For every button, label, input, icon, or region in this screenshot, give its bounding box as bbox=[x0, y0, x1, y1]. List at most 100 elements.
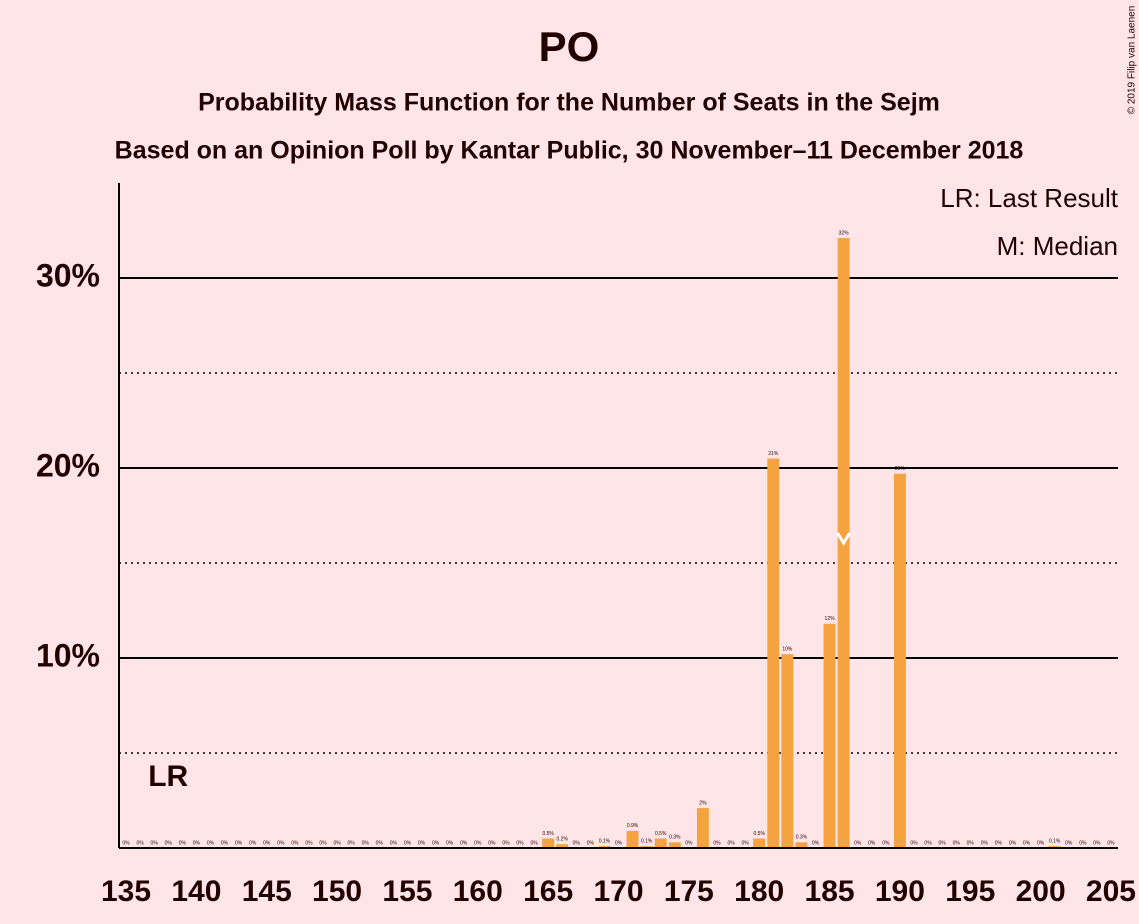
subtitle: Based on an Opinion Poll by Kantar Publi… bbox=[115, 137, 1024, 165]
bar bbox=[823, 623, 836, 848]
data-label: 0% bbox=[910, 840, 918, 846]
data-label: 0.1% bbox=[641, 838, 653, 844]
data-label: 0% bbox=[587, 840, 595, 846]
data-label: 0% bbox=[122, 840, 130, 846]
data-label: 0% bbox=[193, 840, 201, 846]
bar bbox=[542, 838, 555, 848]
x-tick-label: 135 bbox=[101, 875, 151, 908]
y-tick-label: 20% bbox=[36, 447, 100, 483]
data-label: 0% bbox=[446, 840, 454, 846]
data-label: 0% bbox=[221, 840, 229, 846]
data-label: 0% bbox=[376, 840, 384, 846]
data-label: 0% bbox=[474, 840, 482, 846]
data-label: 0% bbox=[362, 840, 370, 846]
data-label: 0% bbox=[179, 840, 187, 846]
subtitle: Probability Mass Function for the Number… bbox=[198, 89, 940, 117]
x-tick-label: 180 bbox=[734, 875, 784, 908]
data-label: 0% bbox=[967, 840, 975, 846]
data-label: 0% bbox=[502, 840, 510, 846]
data-label: 20% bbox=[895, 466, 906, 472]
data-label: 0% bbox=[953, 840, 961, 846]
data-label: 0% bbox=[882, 840, 890, 846]
x-tick-label: 185 bbox=[805, 875, 855, 908]
data-label: 0% bbox=[812, 840, 820, 846]
x-tick-label: 205 bbox=[1086, 875, 1136, 908]
chart-title: PO bbox=[539, 23, 600, 70]
data-label: 0% bbox=[136, 840, 144, 846]
bar bbox=[795, 842, 808, 848]
data-label: 0% bbox=[418, 840, 426, 846]
data-label: 0% bbox=[1037, 840, 1045, 846]
data-label: 0% bbox=[277, 840, 285, 846]
data-label: 0% bbox=[165, 840, 173, 846]
bar bbox=[556, 844, 569, 848]
data-label: 0% bbox=[1093, 840, 1101, 846]
copyright: © 2019 Filip van Laenen bbox=[1127, 6, 1138, 115]
data-label: 0% bbox=[460, 840, 468, 846]
x-tick-label: 190 bbox=[875, 875, 925, 908]
x-tick-label: 195 bbox=[945, 875, 995, 908]
y-tick-label: 30% bbox=[36, 257, 100, 293]
data-label: 0% bbox=[207, 840, 215, 846]
x-tick-label: 155 bbox=[382, 875, 432, 908]
data-label: 0.1% bbox=[599, 838, 611, 844]
x-tick-label: 200 bbox=[1016, 875, 1066, 908]
data-label: 0% bbox=[404, 840, 412, 846]
data-label: 0% bbox=[235, 840, 243, 846]
data-label: 0% bbox=[1009, 840, 1017, 846]
data-label: 0% bbox=[854, 840, 862, 846]
x-tick-label: 145 bbox=[242, 875, 292, 908]
data-label: 0.3% bbox=[796, 835, 808, 841]
data-label: 0.5% bbox=[655, 831, 667, 837]
x-tick-label: 165 bbox=[523, 875, 573, 908]
data-label: 0% bbox=[1107, 840, 1115, 846]
data-label: 0.5% bbox=[754, 831, 766, 837]
x-tick-label: 150 bbox=[312, 875, 362, 908]
data-label: 0% bbox=[713, 840, 721, 846]
bar bbox=[753, 838, 766, 848]
data-label: 0% bbox=[333, 840, 341, 846]
data-label: 0% bbox=[488, 840, 496, 846]
data-label: 0% bbox=[981, 840, 989, 846]
data-label: 0.5% bbox=[542, 831, 554, 837]
y-tick-label: 10% bbox=[36, 637, 100, 673]
data-label: 0% bbox=[249, 840, 257, 846]
legend-entry: LR: Last Result bbox=[940, 183, 1119, 213]
data-label: 0% bbox=[291, 840, 299, 846]
data-label: 0% bbox=[348, 840, 356, 846]
data-label: 21% bbox=[768, 451, 779, 457]
data-label: 0% bbox=[390, 840, 398, 846]
data-label: 0% bbox=[685, 840, 693, 846]
data-label: 0% bbox=[924, 840, 932, 846]
x-tick-label: 160 bbox=[453, 875, 503, 908]
data-label: 0% bbox=[742, 840, 750, 846]
bar bbox=[781, 654, 794, 848]
data-label: 0% bbox=[995, 840, 1003, 846]
median-marker bbox=[836, 532, 851, 546]
data-label: 0% bbox=[727, 840, 735, 846]
data-label: 0.3% bbox=[669, 835, 681, 841]
data-label: 0% bbox=[516, 840, 524, 846]
data-label: 0% bbox=[868, 840, 876, 846]
data-label: 0% bbox=[615, 840, 623, 846]
x-tick-label: 170 bbox=[593, 875, 643, 908]
data-label: 0% bbox=[573, 840, 581, 846]
bar bbox=[767, 458, 780, 848]
data-label: 10% bbox=[782, 647, 793, 653]
bar bbox=[696, 808, 709, 848]
data-label: 0.1% bbox=[1049, 838, 1061, 844]
last-result-label: LR bbox=[148, 760, 188, 793]
data-label: 0% bbox=[151, 840, 159, 846]
bar bbox=[626, 830, 639, 848]
data-label: 2% bbox=[699, 800, 707, 806]
data-label: 0% bbox=[432, 840, 440, 846]
data-label: 0% bbox=[1065, 840, 1073, 846]
legend-entry: M: Median bbox=[997, 231, 1118, 261]
bar bbox=[668, 842, 681, 848]
data-label: 0% bbox=[263, 840, 271, 846]
data-label: 32% bbox=[839, 230, 850, 236]
data-label: 0% bbox=[305, 840, 313, 846]
